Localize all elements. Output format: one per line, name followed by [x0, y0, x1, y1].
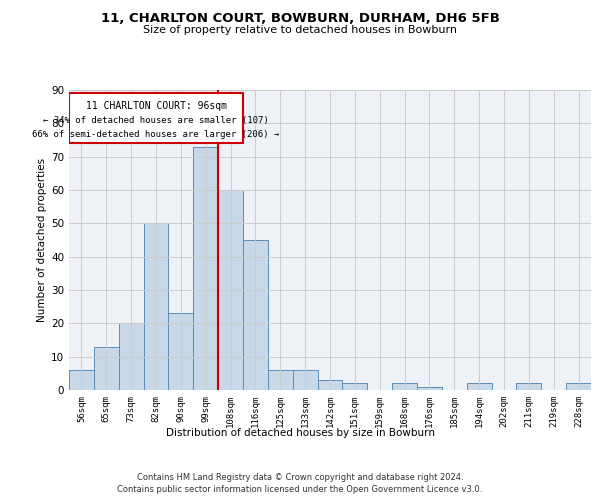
Bar [169, 314, 193, 390]
Bar [417, 386, 442, 390]
Bar [69, 370, 94, 390]
Bar [317, 380, 343, 390]
Text: 11 CHARLTON COURT: 96sqm: 11 CHARLTON COURT: 96sqm [86, 101, 227, 111]
Bar [218, 190, 243, 390]
Bar [119, 324, 143, 390]
Bar [143, 224, 169, 390]
Y-axis label: Number of detached properties: Number of detached properties [37, 158, 47, 322]
Text: 11, CHARLTON COURT, BOWBURN, DURHAM, DH6 5FB: 11, CHARLTON COURT, BOWBURN, DURHAM, DH6… [101, 12, 499, 26]
Text: ← 34% of detached houses are smaller (107): ← 34% of detached houses are smaller (10… [43, 116, 269, 126]
Bar [243, 240, 268, 390]
Bar [94, 346, 119, 390]
Bar [193, 146, 218, 390]
Text: Contains HM Land Registry data © Crown copyright and database right 2024.: Contains HM Land Registry data © Crown c… [137, 472, 463, 482]
Text: Size of property relative to detached houses in Bowburn: Size of property relative to detached ho… [143, 25, 457, 35]
Bar [343, 384, 367, 390]
Text: Distribution of detached houses by size in Bowburn: Distribution of detached houses by size … [166, 428, 434, 438]
Text: 66% of semi-detached houses are larger (206) →: 66% of semi-detached houses are larger (… [32, 130, 280, 140]
Text: Contains public sector information licensed under the Open Government Licence v3: Contains public sector information licen… [118, 485, 482, 494]
Bar [467, 384, 491, 390]
Bar [293, 370, 317, 390]
Bar [392, 384, 417, 390]
Bar [517, 384, 541, 390]
Bar [268, 370, 293, 390]
Bar [69, 94, 243, 144]
Bar [566, 384, 591, 390]
